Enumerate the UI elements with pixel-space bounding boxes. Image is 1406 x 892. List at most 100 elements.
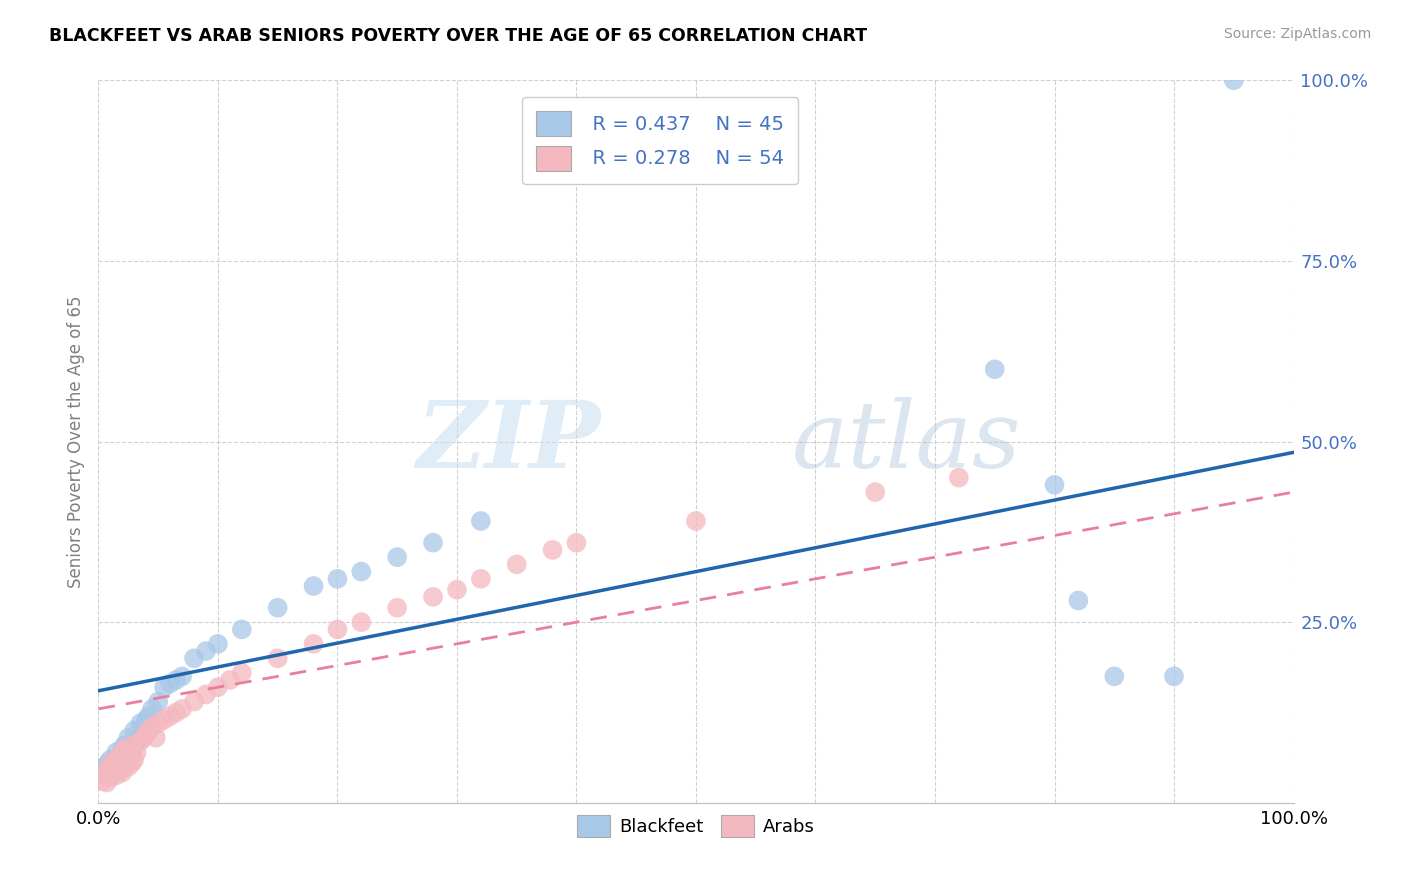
Point xyxy=(165,673,187,687)
Point xyxy=(121,745,143,759)
Point xyxy=(105,768,128,782)
Point xyxy=(159,676,181,690)
Point xyxy=(97,764,120,778)
Point xyxy=(1043,478,1066,492)
Point xyxy=(98,756,122,770)
Point xyxy=(195,644,218,658)
Point xyxy=(117,760,139,774)
Point xyxy=(105,752,128,766)
Point xyxy=(685,514,707,528)
Point xyxy=(506,558,529,572)
Point xyxy=(103,760,125,774)
Point xyxy=(117,752,139,766)
Point xyxy=(153,680,176,694)
Point xyxy=(207,680,229,694)
Point xyxy=(96,775,118,789)
Point xyxy=(148,695,170,709)
Point xyxy=(326,623,349,637)
Point xyxy=(114,756,136,770)
Point xyxy=(267,600,290,615)
Point xyxy=(138,723,160,738)
Point xyxy=(231,665,253,680)
Point xyxy=(385,600,409,615)
Point xyxy=(111,765,134,780)
Point xyxy=(93,760,115,774)
Point xyxy=(105,745,128,759)
Point xyxy=(129,716,152,731)
Point xyxy=(231,623,253,637)
Point xyxy=(422,590,444,604)
Point xyxy=(111,745,134,759)
Text: Source: ZipAtlas.com: Source: ZipAtlas.com xyxy=(1223,27,1371,41)
Point xyxy=(117,731,139,745)
Point xyxy=(183,651,205,665)
Point xyxy=(350,615,373,630)
Point xyxy=(159,709,181,723)
Point xyxy=(1163,669,1185,683)
Text: ZIP: ZIP xyxy=(416,397,600,486)
Point xyxy=(124,738,146,752)
Point xyxy=(145,731,167,745)
Point xyxy=(108,748,131,763)
Point xyxy=(470,514,492,528)
Point xyxy=(141,702,163,716)
Point xyxy=(165,706,187,720)
Point xyxy=(219,673,242,687)
Point xyxy=(111,748,134,763)
Point xyxy=(984,362,1007,376)
Text: atlas: atlas xyxy=(792,397,1021,486)
Point xyxy=(267,651,290,665)
Point xyxy=(129,731,152,745)
Point xyxy=(117,747,139,761)
Point xyxy=(470,572,492,586)
Point xyxy=(350,565,373,579)
Point xyxy=(132,720,155,734)
Point xyxy=(302,637,325,651)
Point xyxy=(114,738,136,752)
Point xyxy=(124,738,146,752)
Point xyxy=(1067,593,1090,607)
Point xyxy=(385,550,409,565)
Point xyxy=(93,767,115,781)
Point xyxy=(114,756,136,770)
Point xyxy=(948,470,970,484)
Point xyxy=(125,745,148,759)
Point xyxy=(1104,669,1126,683)
Point xyxy=(97,756,120,770)
Point xyxy=(111,741,134,756)
Point xyxy=(141,720,163,734)
Point xyxy=(153,713,176,727)
Point xyxy=(172,702,194,716)
Point xyxy=(91,774,114,789)
Point xyxy=(129,734,152,748)
Legend: Blackfeet, Arabs: Blackfeet, Arabs xyxy=(569,808,823,845)
Point xyxy=(446,582,468,597)
Point xyxy=(101,765,124,780)
Point xyxy=(132,731,155,745)
Point xyxy=(135,727,157,741)
Point xyxy=(1223,73,1246,87)
Point xyxy=(121,739,143,754)
Point xyxy=(302,579,325,593)
Text: BLACKFEET VS ARAB SENIORS POVERTY OVER THE AGE OF 65 CORRELATION CHART: BLACKFEET VS ARAB SENIORS POVERTY OVER T… xyxy=(49,27,868,45)
Point xyxy=(865,485,887,500)
Point xyxy=(108,764,131,778)
Point xyxy=(172,669,194,683)
Point xyxy=(195,687,218,701)
Point xyxy=(98,752,122,766)
Point xyxy=(101,767,124,781)
Point xyxy=(207,637,229,651)
Point xyxy=(183,695,205,709)
Point xyxy=(138,709,160,723)
Point xyxy=(135,713,157,727)
Point xyxy=(565,535,588,549)
Point xyxy=(148,716,170,731)
Point xyxy=(108,764,131,778)
Point xyxy=(125,734,148,748)
Point xyxy=(422,535,444,549)
Point xyxy=(105,754,128,768)
Point xyxy=(121,756,143,770)
Point xyxy=(124,752,146,766)
Point xyxy=(124,723,146,738)
Y-axis label: Seniors Poverty Over the Age of 65: Seniors Poverty Over the Age of 65 xyxy=(66,295,84,588)
